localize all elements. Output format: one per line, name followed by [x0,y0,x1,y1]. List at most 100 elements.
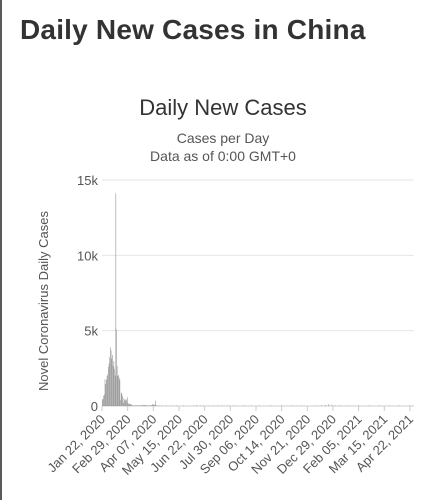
y-tick-label: 10k [77,248,98,263]
daily-cases-bar [117,375,119,406]
daily-cases-bar [368,405,370,406]
daily-cases-bar [129,404,130,406]
y-axis: 0 5k 10k 15k [77,173,98,414]
daily-cases-bar [107,374,109,406]
daily-cases-bar [213,405,215,406]
daily-cases-bar [135,405,137,406]
daily-cases-bar [105,384,106,406]
daily-cases-bar [130,403,131,406]
daily-cases-bar [126,399,127,406]
bar-series [102,193,410,406]
daily-cases-bar [141,405,142,406]
daily-cases-bar [125,401,127,406]
daily-cases-bar [143,404,145,406]
daily-cases-bar [145,405,146,406]
daily-cases-bar [114,368,115,406]
daily-cases-bar [114,375,116,406]
chart-data-date: Data as of 0:00 GMT+0 [150,148,296,164]
daily-cases-bar [110,347,111,406]
daily-cases-bar [102,399,104,406]
daily-cases-bar [133,405,135,406]
daily-cases-bar [149,405,150,406]
daily-cases-bar [113,361,115,406]
daily-cases-bar [158,405,160,406]
daily-cases-bar [140,405,142,406]
daily-cases-bar [131,404,132,406]
daily-cases-bar [141,405,143,406]
daily-cases-bar [135,405,136,406]
daily-cases-bar [151,405,152,406]
grid-lines [102,179,414,407]
daily-cases-bar [196,405,198,406]
daily-cases-bar [156,405,158,406]
page-title: Daily New Cases in China [20,14,366,45]
daily-cases-bar [128,404,129,406]
daily-cases-bar [147,405,149,406]
daily-cases-bar [110,350,112,406]
daily-cases-bar [112,366,114,406]
daily-cases-bar [144,405,146,406]
daily-cases-bar [331,404,333,406]
left-border [0,0,2,500]
daily-cases-bar [108,366,109,406]
daily-cases-bar [120,392,122,406]
daily-cases-bar [104,394,105,406]
y-tick-label: 15k [77,173,98,188]
daily-cases-bar [137,405,139,406]
daily-cases-bar [166,405,167,406]
daily-cases-bar [154,405,155,406]
daily-cases-bar [378,405,380,406]
daily-cases-bar [111,358,113,406]
daily-cases-bar [321,405,323,406]
chart-title: Daily New Cases [139,95,307,120]
daily-cases-bar [151,404,153,406]
daily-cases-bar [139,405,140,406]
daily-cases-bar [251,405,252,406]
daily-cases-bar [122,402,124,406]
daily-cases-bar [137,405,138,406]
daily-cases-bar [132,405,134,406]
daily-cases-bar [399,405,400,406]
daily-cases-bar [106,379,107,406]
daily-cases-bar [120,400,121,406]
daily-cases-bar [203,405,204,406]
daily-cases-bar [243,405,245,406]
daily-cases-bar [328,404,329,406]
daily-cases-bar [139,405,141,406]
daily-cases-bar [116,366,118,406]
daily-cases-bar [112,354,113,406]
daily-cases-bar [324,404,326,406]
daily-cases-bar [109,357,111,406]
daily-cases-bar [146,405,148,406]
daily-cases-bar [409,405,410,406]
daily-cases-bar [222,405,223,406]
daily-cases-bar [124,399,125,406]
daily-cases-bar [129,403,131,406]
daily-cases-bar [106,376,108,406]
daily-cases-bar [115,193,117,406]
daily-cases-bar [183,405,184,406]
daily-cases-bar [122,396,123,406]
daily-cases-bar [118,375,119,406]
daily-cases-bar [348,405,350,406]
daily-cases-bar [358,405,360,406]
daily-cases-bar [193,405,194,406]
daily-cases-bar [291,405,292,406]
daily-cases-bar [161,405,163,406]
daily-cases-bar [301,405,302,406]
daily-cases-bar [176,405,177,406]
daily-cases-bar [119,379,121,406]
y-tick-label: 5k [84,324,98,339]
daily-cases-bar [153,404,154,406]
daily-cases-bar [143,405,144,406]
daily-cases-bar [104,379,106,406]
daily-cases-bar [199,405,201,406]
daily-cases-bar [133,405,134,406]
daily-cases-bar [149,405,151,406]
y-tick-label: 0 [91,399,98,414]
daily-cases-bar [121,393,123,406]
daily-cases-bar [280,405,282,406]
daily-cases-bar [170,405,172,406]
daily-cases-bar [148,405,150,406]
